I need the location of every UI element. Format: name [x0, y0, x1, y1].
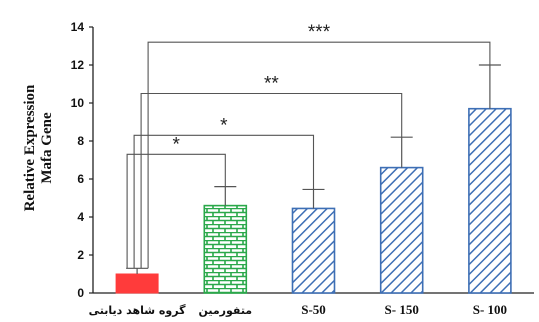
significance-bracket: [147, 41, 491, 269]
y-tick-label: 4: [77, 210, 84, 224]
y-axis-label: Relative Expression Mafa Gene: [14, 28, 64, 268]
x-tick-label: S- 100: [473, 302, 507, 317]
x-tick-label: S-50: [301, 302, 326, 317]
significance-bracket: [133, 134, 315, 269]
y-tick-label: 14: [71, 20, 85, 34]
bar: [468, 107, 512, 294]
y-axis-label-line-2: Mafa Gene: [39, 112, 55, 184]
bar: [291, 207, 336, 294]
x-tick-labels: گروه شاهد دیابتی متفورمین S-50 S- 150 S- 100: [89, 302, 507, 317]
bar: [115, 273, 159, 294]
bar: [203, 204, 248, 294]
y-tick-label: 12: [71, 58, 85, 72]
significance-label: *: [220, 115, 228, 136]
y-tick-label: 0: [77, 286, 84, 300]
error-bars: [126, 64, 501, 274]
y-ticks: 0 2 4 6 8 10 12 14: [71, 20, 93, 300]
significance-bracket: [140, 92, 403, 269]
y-tick-label: 6: [77, 172, 84, 186]
x-tick-label: S- 150: [385, 302, 419, 317]
x-tick-label: متفورمین: [198, 304, 252, 317]
y-tick-label: 10: [71, 96, 85, 110]
significance-bracket: [126, 153, 226, 269]
y-tick-label: 2: [77, 248, 84, 262]
significance-label: *: [172, 134, 180, 155]
x-tick-label: گروه شاهد دیابتی: [89, 304, 186, 317]
significance-label: ***: [308, 22, 331, 43]
y-axis-label-line-1: Relative Expression: [22, 84, 38, 212]
bar: [379, 166, 424, 294]
significance-label: **: [264, 74, 279, 95]
y-tick-label: 8: [77, 134, 84, 148]
significance-brackets: *******: [126, 22, 491, 269]
